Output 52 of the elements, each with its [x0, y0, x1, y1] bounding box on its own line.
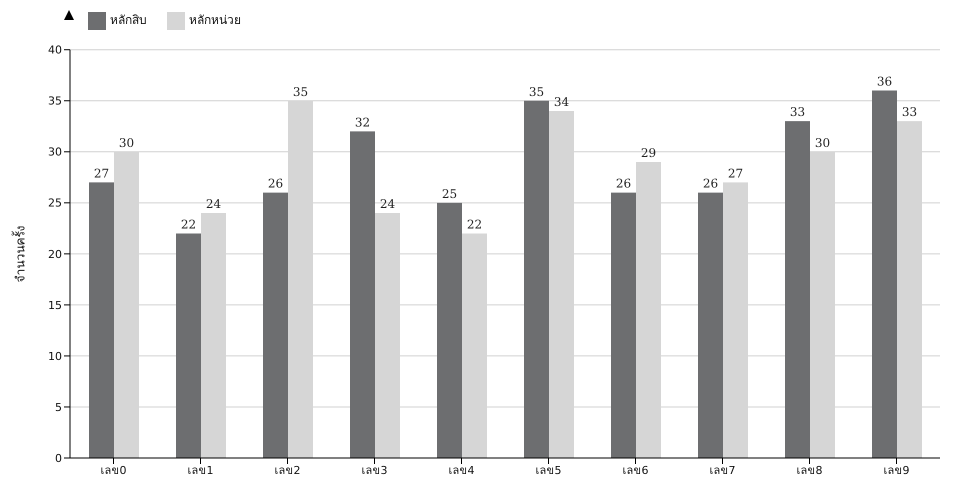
y-tick-label: 10 [48, 350, 62, 363]
x-tick-label: เลข1 [188, 464, 214, 477]
bar [263, 192, 288, 458]
bar [785, 121, 810, 458]
x-tick-label: เลข2 [274, 464, 300, 477]
data-label: 32 [354, 115, 370, 130]
legend-label: หลักสิบ [110, 13, 147, 27]
y-tick-label: 25 [48, 196, 62, 210]
data-label: 26 [702, 176, 718, 191]
data-label: 22 [180, 217, 196, 232]
data-label: 24 [380, 197, 396, 212]
y-tick-label: 5 [55, 400, 62, 414]
bar [176, 233, 201, 458]
x-tick-label: เลข8 [796, 464, 822, 477]
data-label: 26 [268, 176, 284, 191]
x-tick-label: เลข6 [622, 464, 648, 477]
x-tick-label: เลข4 [448, 464, 474, 477]
bar [437, 202, 462, 458]
bar [611, 192, 636, 458]
y-axis-title: จำนวนครั้ง [11, 225, 28, 282]
bar [698, 192, 723, 458]
data-label: 25 [442, 186, 458, 201]
data-label: 26 [616, 176, 632, 191]
bar [89, 182, 114, 458]
data-label: 36 [876, 74, 892, 89]
legend-label: หลักหน่วย [189, 13, 241, 27]
bar [524, 100, 549, 458]
x-tick-label: เลข9 [884, 464, 910, 477]
data-label: 30 [814, 136, 830, 150]
data-label: 35 [528, 84, 544, 99]
data-label: 29 [640, 146, 656, 160]
y-tick-label: 40 [48, 44, 62, 57]
data-label: 34 [554, 94, 570, 109]
x-tick-label: เลข5 [536, 464, 562, 477]
y-tick-label: 35 [48, 94, 62, 108]
bar [350, 131, 375, 458]
data-label: 24 [206, 197, 222, 212]
data-label: 22 [466, 217, 482, 232]
data-label: 30 [118, 136, 134, 150]
data-label: 33 [902, 105, 918, 120]
x-tick-label: เลข7 [710, 464, 736, 477]
data-label: 27 [728, 166, 744, 180]
y-tick-label: 20 [48, 248, 62, 261]
y-tick-label: 0 [55, 452, 62, 465]
data-label: 33 [790, 105, 806, 120]
data-label: 35 [292, 84, 308, 99]
x-tick-label: เลข0 [100, 464, 126, 477]
y-tick-label: 30 [48, 146, 62, 159]
data-label: 27 [94, 166, 110, 180]
x-tick-label: เลข3 [362, 464, 388, 477]
y-tick-label: 15 [48, 298, 62, 312]
bar [872, 90, 897, 458]
